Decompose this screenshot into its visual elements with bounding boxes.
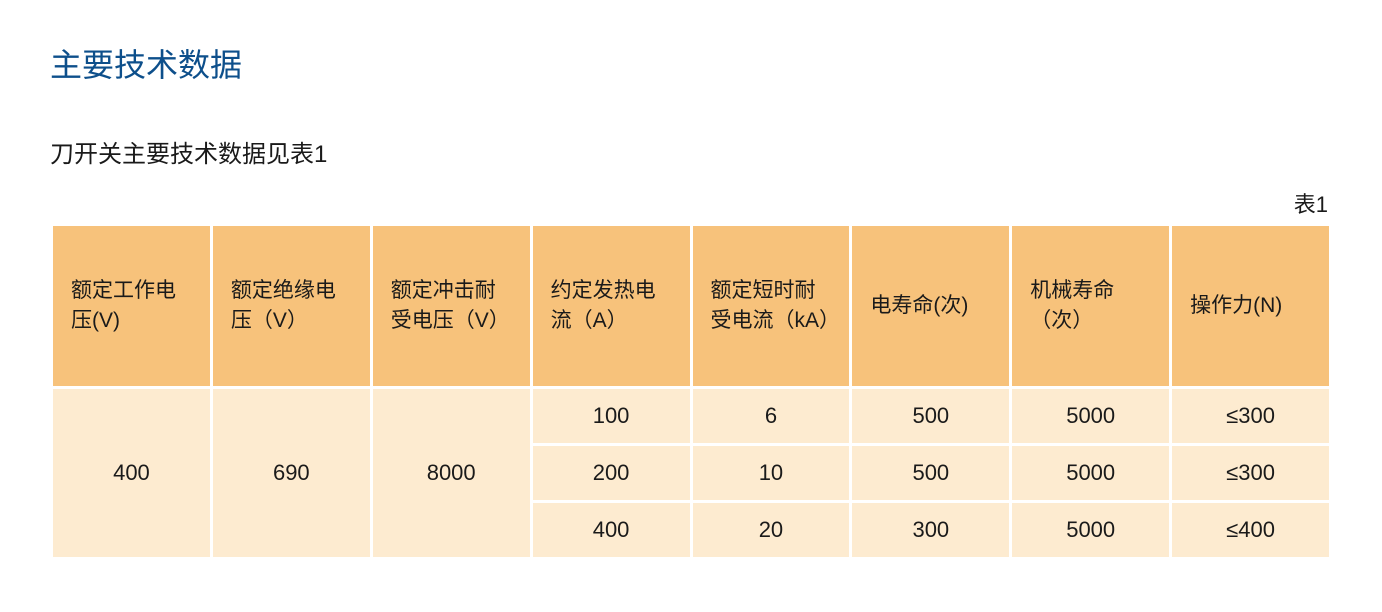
table-caption: 表1 bbox=[50, 187, 1332, 219]
col-header: 机械寿命（次） bbox=[1012, 226, 1169, 386]
table-cell: 5000 bbox=[1012, 446, 1169, 500]
table-cell: ≤300 bbox=[1172, 446, 1329, 500]
table-header-row: 额定工作电压(V) 额定绝缘电压（V） 额定冲击耐受电压（V） 约定发热电流（A… bbox=[53, 226, 1329, 386]
table-cell: 400 bbox=[53, 389, 210, 557]
col-header: 约定发热电流（A） bbox=[533, 226, 690, 386]
page-subtitle: 刀开关主要技术数据见表1 bbox=[50, 134, 1332, 169]
table-cell: 400 bbox=[533, 503, 690, 557]
table-cell: 500 bbox=[852, 389, 1009, 443]
table-cell: 6 bbox=[693, 389, 850, 443]
table-cell: ≤300 bbox=[1172, 389, 1329, 443]
table-cell: 690 bbox=[213, 389, 370, 557]
table-cell: 10 bbox=[693, 446, 850, 500]
col-header: 额定绝缘电压（V） bbox=[213, 226, 370, 386]
col-header: 操作力(N) bbox=[1172, 226, 1329, 386]
table-cell: ≤400 bbox=[1172, 503, 1329, 557]
page-title: 主要技术数据 bbox=[50, 40, 1332, 86]
table-cell: 500 bbox=[852, 446, 1009, 500]
table-cell: 5000 bbox=[1012, 389, 1169, 443]
col-header: 额定短时耐受电流（kA） bbox=[693, 226, 850, 386]
table-cell: 20 bbox=[693, 503, 850, 557]
table-cell: 200 bbox=[533, 446, 690, 500]
table-cell: 5000 bbox=[1012, 503, 1169, 557]
table-cell: 8000 bbox=[373, 389, 530, 557]
table-row: 400 690 8000 100 6 500 5000 ≤300 bbox=[53, 389, 1329, 443]
col-header: 电寿命(次) bbox=[852, 226, 1009, 386]
col-header: 额定工作电压(V) bbox=[53, 226, 210, 386]
table-cell: 300 bbox=[852, 503, 1009, 557]
col-header: 额定冲击耐受电压（V） bbox=[373, 226, 530, 386]
spec-table: 额定工作电压(V) 额定绝缘电压（V） 额定冲击耐受电压（V） 约定发热电流（A… bbox=[50, 223, 1332, 560]
table-cell: 100 bbox=[533, 389, 690, 443]
